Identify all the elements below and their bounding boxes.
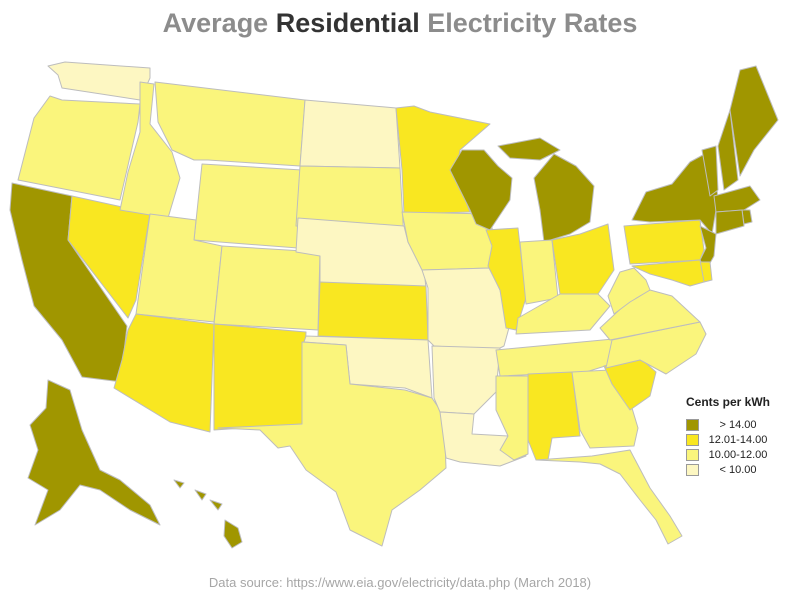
state-vt [701,145,719,197]
legend-swatch [686,463,699,476]
state-nd [299,99,401,169]
state-or [17,95,141,201]
title-prefix: Average [162,8,276,38]
state-nh [717,109,739,191]
legend-row: > 14.00 [686,417,771,432]
state-wi [449,149,513,231]
state-in [519,239,559,305]
state-ma [713,185,761,213]
legend-swatch [686,418,699,431]
state-md [631,259,705,287]
state-hi [173,479,243,549]
state-wa [47,61,151,101]
legend-row: < 10.00 [686,462,771,477]
legend-row: 12.01-14.00 [686,432,771,447]
data-source-note: Data source: https://www.eia.gov/electri… [208,575,592,590]
state-tx [217,341,447,547]
state-wv [607,267,651,315]
title-emphasis: Residential [275,8,420,38]
state-pa [623,219,705,265]
state-nm [213,323,307,431]
legend-row: 10.00-12.00 [686,447,771,462]
state-me [729,65,779,177]
state-co [213,245,321,331]
state-al [527,371,581,461]
state-ar [431,345,501,415]
state-ks [317,281,429,341]
legend-label: 10.00-12.00 [708,448,768,461]
state-ak [27,379,161,526]
legend-label: < 10.00 [719,463,757,476]
state-az [113,313,215,433]
state-tn [495,337,625,377]
legend-swatch [686,433,699,446]
state-wy [193,163,303,249]
state-nc [605,321,707,375]
state-ct [715,209,745,235]
us-map [9,61,779,549]
title-suffix: Electricity Rates [419,8,638,38]
state-mi [497,137,595,243]
state-mt [154,81,306,167]
legend-title: Cents per kWh [686,395,771,409]
map-title: Average Residential Electricity Rates [0,8,800,39]
state-id [119,81,181,219]
map-legend: Cents per kWh > 14.00 12.01-14.00 10.00-… [686,395,771,477]
legend-label: 12.01-14.00 [708,433,768,446]
state-ky [515,293,611,335]
state-fl [535,449,683,545]
legend-label: > 14.00 [719,418,757,431]
legend-swatch [686,448,699,461]
